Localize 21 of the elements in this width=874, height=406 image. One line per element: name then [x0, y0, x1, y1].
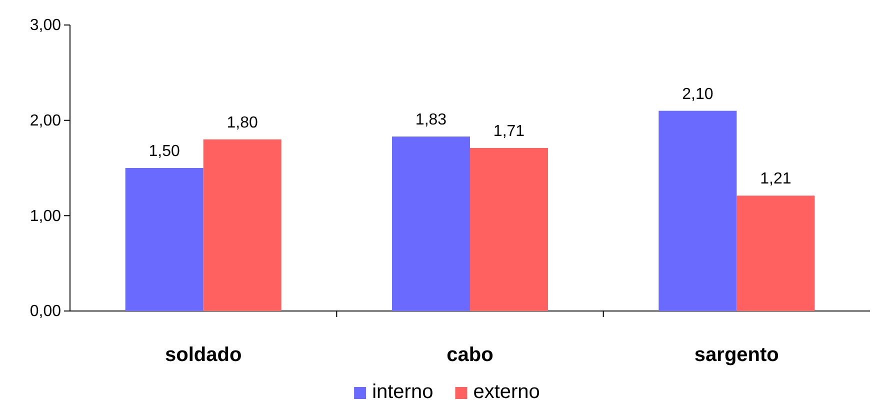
- x-tick-label: soldado: [164, 344, 242, 366]
- y-tick-label: 0,00: [30, 303, 62, 320]
- x-tick-label: sargento: [694, 344, 779, 366]
- data-label: 1,50: [148, 143, 180, 160]
- bar: [658, 110, 737, 311]
- bar: [203, 139, 282, 311]
- bar: [470, 148, 548, 311]
- legend-label: interno: [372, 381, 434, 403]
- y-tick-label: 2,00: [30, 112, 62, 130]
- bar: [125, 168, 204, 311]
- y-tick-label: 3,00: [30, 17, 62, 34]
- data-label: 1,71: [493, 122, 525, 140]
- data-label: 1,80: [226, 114, 258, 132]
- data-label: 1,21: [760, 170, 792, 188]
- y-tick-label: 1,00: [30, 208, 62, 225]
- data-label: 2,10: [682, 86, 714, 103]
- bar: [736, 196, 815, 311]
- bar: [392, 136, 470, 311]
- data-label: 1,83: [415, 112, 447, 129]
- legend-label: externo: [473, 381, 540, 403]
- x-tick-label: cabo: [446, 344, 494, 366]
